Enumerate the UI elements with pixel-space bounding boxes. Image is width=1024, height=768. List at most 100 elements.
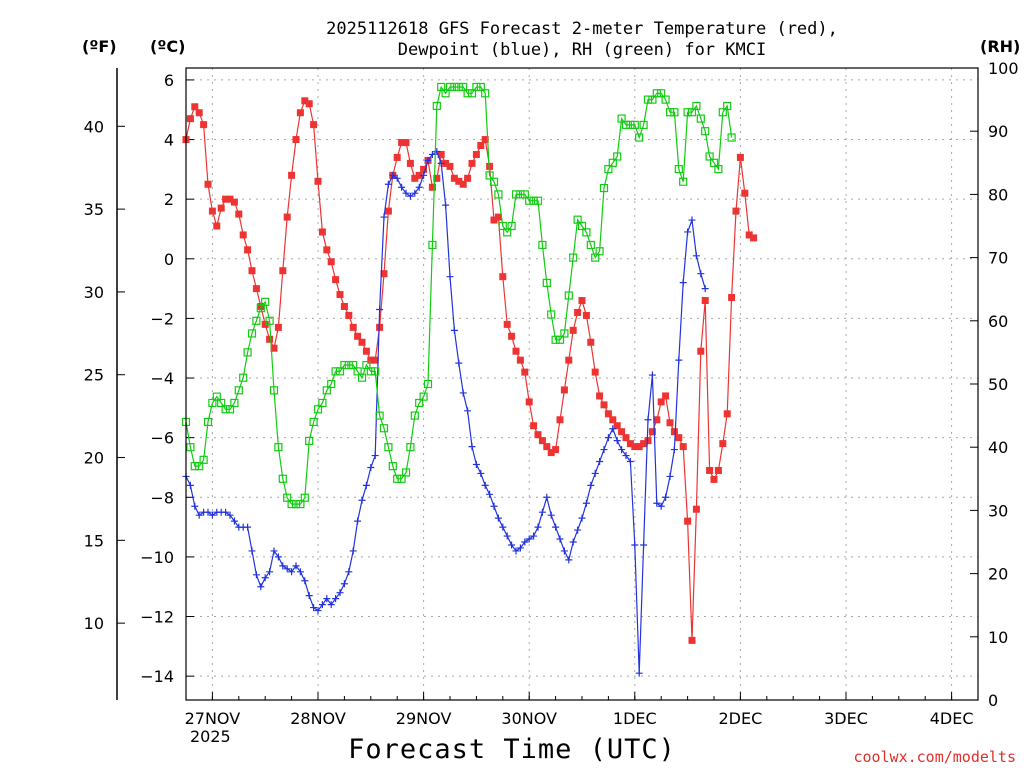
rh-point (727, 133, 736, 142)
dewpoint-point (248, 547, 256, 555)
temperature-point (428, 183, 436, 191)
rh-point (705, 152, 714, 161)
rh-tick-label: 50 (988, 375, 1008, 394)
x-year-label: 2025 (190, 727, 231, 746)
temperature-point (274, 323, 282, 331)
rh-point (203, 417, 213, 427)
rh-tick-label: 10 (988, 628, 1008, 647)
dewpoint-point (208, 511, 216, 519)
fahrenheit-tick-label: 20 (84, 449, 104, 468)
gridlines (186, 68, 978, 700)
rh-point (617, 114, 626, 123)
rh-point (454, 82, 463, 92)
rh-point (278, 474, 287, 483)
chart-title-line-2: Dewpoint (blue), RH (green) for KMCI (398, 40, 766, 60)
temperature-point (578, 297, 586, 305)
rh-point (243, 348, 252, 357)
rh-point (445, 82, 455, 92)
fahrenheit-tick-label: 30 (84, 283, 104, 302)
dewpoint-point (354, 517, 362, 525)
dewpoint-point (292, 562, 300, 570)
rh-tick-label: 20 (988, 565, 1008, 584)
temperature-point (494, 213, 502, 221)
dewpoint-point (226, 511, 234, 519)
temperature-point (367, 356, 375, 364)
celsius-tick-label: −8 (150, 488, 174, 507)
rh-point (410, 411, 419, 420)
dewpoint-point (503, 532, 511, 540)
dewpoint-point (314, 607, 322, 615)
rh-unit-label: (RH) (980, 37, 1020, 56)
rh-point (604, 165, 613, 174)
dewpoint-point (692, 252, 700, 260)
rh-point (560, 329, 569, 338)
dewpoint-point (450, 326, 458, 334)
rh-point (423, 379, 433, 389)
rh-point (564, 291, 573, 300)
temperature-point (393, 153, 401, 161)
rh-point (441, 89, 450, 98)
temperature-point (741, 189, 749, 197)
rh-point (652, 89, 661, 98)
dewpoint-point (446, 273, 454, 281)
dewpoint-point (508, 541, 516, 549)
temperature-point (684, 517, 692, 525)
rh-point (230, 398, 239, 408)
rh-point (577, 221, 587, 231)
rh-point (481, 89, 490, 98)
dewpoint-point (411, 189, 419, 197)
rh-point (714, 165, 723, 174)
temperature-point (697, 347, 705, 355)
rh-point (375, 411, 384, 420)
dewpoint-point (442, 201, 450, 209)
temperature-point (552, 446, 560, 454)
dewpoint-point (384, 180, 392, 188)
rh-point (648, 95, 657, 104)
rh-point (208, 398, 217, 408)
temperature-series (182, 97, 758, 644)
rh-point (599, 183, 609, 193)
rh-point (419, 392, 428, 401)
temperature-point (503, 320, 511, 328)
temperature-point (345, 311, 353, 319)
x-tick-label: 1DEC (613, 709, 657, 728)
rh-point (287, 499, 296, 509)
dewpoint-point (195, 511, 203, 519)
temperature-point (626, 440, 634, 448)
rh-point (525, 196, 534, 205)
rh-point (353, 367, 362, 376)
rh-point (459, 82, 468, 92)
rh-point (305, 436, 314, 445)
dewpoint-point (332, 595, 340, 603)
dewpoint-point (398, 183, 406, 191)
dewpoint-point (490, 502, 498, 510)
rh-tick-label: 0 (988, 691, 998, 710)
temperature-point (349, 323, 357, 331)
temperature-point (235, 210, 243, 218)
dewpoint-point (406, 192, 414, 200)
x-tick-label: 4DEC (930, 709, 974, 728)
dewpoint-point (336, 589, 344, 597)
dewpoint-point (340, 580, 348, 588)
temperature-point (516, 356, 524, 364)
dewpoint-point (648, 371, 656, 379)
temperature-point (635, 443, 643, 451)
rh-point (195, 462, 204, 471)
temperature-point (204, 180, 212, 188)
dewpoint-point (415, 183, 423, 191)
temperature-point (499, 273, 507, 281)
temperature-point (477, 142, 485, 150)
data-series (181, 82, 758, 677)
rh-tick-label: 90 (988, 122, 1008, 141)
temperature-point (745, 231, 753, 239)
rh-point (437, 82, 446, 92)
temperature-point (481, 136, 489, 144)
dewpoint-point (543, 493, 551, 501)
temperature-point (723, 410, 731, 418)
rh-point (657, 89, 666, 98)
rh-point (313, 405, 323, 414)
temperature-point (631, 443, 639, 451)
rh-point (635, 133, 644, 142)
temperature-point (217, 204, 225, 212)
dewpoint-point (569, 538, 577, 546)
